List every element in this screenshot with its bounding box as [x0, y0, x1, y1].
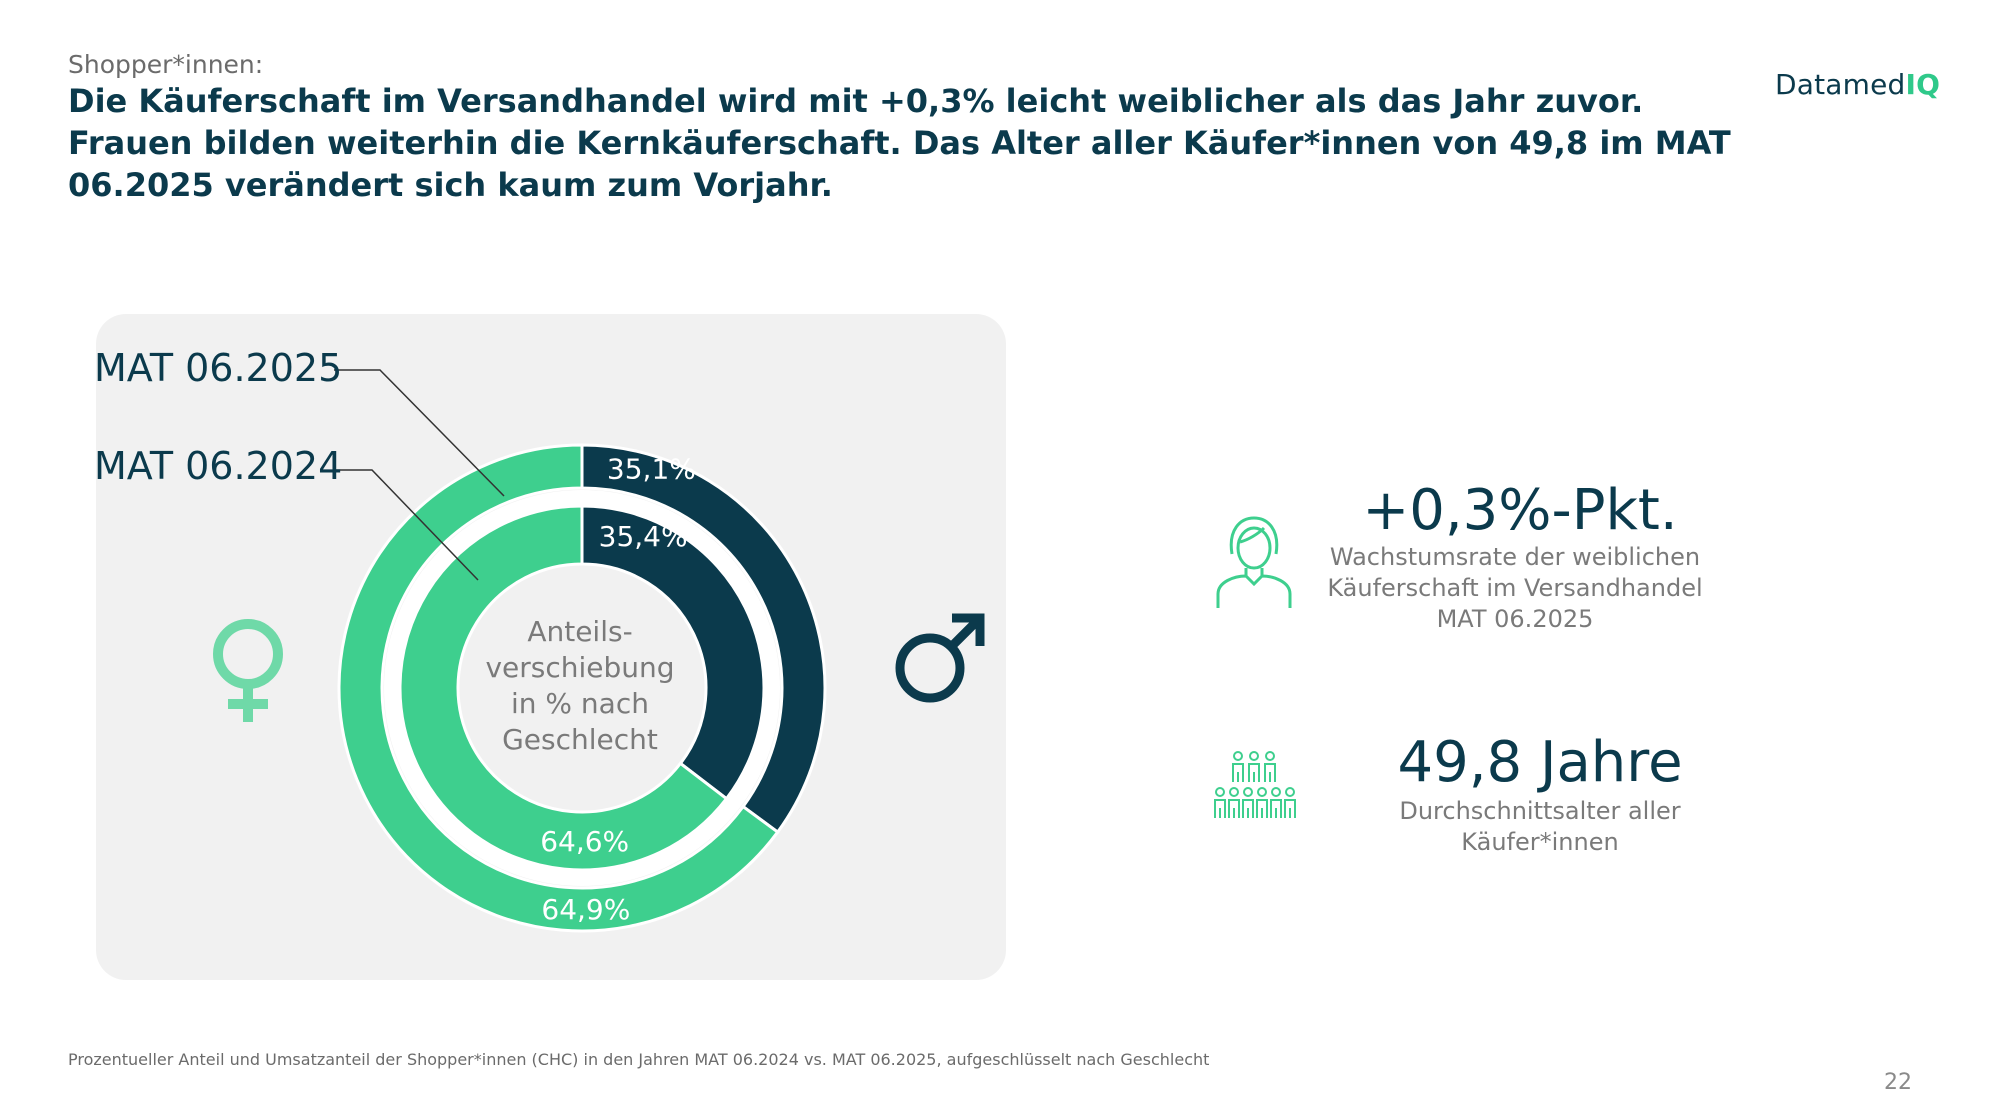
person-body	[1270, 799, 1282, 818]
person-head	[1271, 787, 1281, 797]
female-symbol-icon	[213, 619, 283, 722]
male-symbol-icon	[895, 613, 985, 703]
person-body	[1256, 799, 1268, 818]
person-body	[1284, 799, 1296, 818]
person-head	[1257, 787, 1267, 797]
person-head	[1249, 751, 1259, 761]
stat-desc-growth: Wachstumsrate der weiblichen Käuferschaf…	[1290, 542, 1740, 635]
center-label-line: in % nach	[511, 687, 649, 720]
stat-value-growth: +0,3%-Pkt.	[1362, 478, 1678, 543]
stat-desc-line: Käufer*innen	[1461, 828, 1619, 856]
footnote: Prozentueller Anteil und Umsatzanteil de…	[68, 1050, 1210, 1069]
person-body	[1228, 799, 1240, 818]
donut-segment-inner-female	[398, 504, 729, 872]
center-label-line: Anteils-	[527, 615, 633, 648]
data-label-outer-female: 64,9%	[541, 893, 630, 926]
stat-desc-line: Durchschnittsalter aller	[1399, 797, 1681, 825]
stat-value-age: 49,8 Jahre	[1397, 730, 1683, 795]
kicker: Shopper*innen:	[68, 50, 264, 79]
person-head	[1229, 787, 1239, 797]
person-head	[1233, 751, 1243, 761]
person-body	[1232, 763, 1244, 782]
stat-desc-line: MAT 06.2025	[1436, 605, 1594, 633]
center-label-line: verschiebung	[485, 651, 675, 684]
stat-desc-line: Käuferschaft im Versandhandel	[1327, 574, 1703, 602]
data-label-inner-male: 35,4%	[599, 520, 688, 553]
donut-segment-inner-male	[580, 504, 766, 801]
leader-line-2024	[334, 469, 479, 581]
legend-label-2024: MAT 06.2024	[94, 444, 343, 488]
person-head	[1285, 787, 1295, 797]
person-head	[1265, 751, 1275, 761]
stat-desc-age: Durchschnittsalter aller Käufer*innen	[1340, 796, 1740, 858]
donut-center-label: Anteils-verschiebung in % nach Geschlecht	[470, 614, 690, 758]
leader-line-2025	[334, 369, 505, 497]
datamediq-logo: DatamedIQ	[1775, 68, 1940, 101]
data-label-outer-male: 35,1%	[607, 453, 696, 486]
person-body	[1242, 799, 1254, 818]
person-body	[1264, 763, 1276, 782]
person-body	[1248, 763, 1260, 782]
person-head	[1215, 787, 1225, 797]
person-head	[1243, 787, 1253, 797]
people-group-icon	[1214, 751, 1296, 818]
person-body	[1214, 799, 1226, 818]
woman-icon	[1216, 516, 1292, 608]
logo-text: Datamed	[1775, 68, 1906, 101]
donut-segment-outer-female	[337, 443, 780, 933]
headline: Die Käuferschaft im Versandhandel wird m…	[68, 82, 1731, 204]
page-number: 22	[1884, 1070, 1912, 1095]
logo-accent: IQ	[1905, 68, 1941, 101]
stat-desc-line: Wachstumsrate der weiblichen	[1329, 543, 1701, 571]
legend-label-2025: MAT 06.2025	[94, 346, 343, 390]
center-label-line: Geschlecht	[502, 723, 658, 756]
ring-separator	[384, 490, 780, 886]
data-label-inner-female: 64,6%	[540, 825, 629, 858]
